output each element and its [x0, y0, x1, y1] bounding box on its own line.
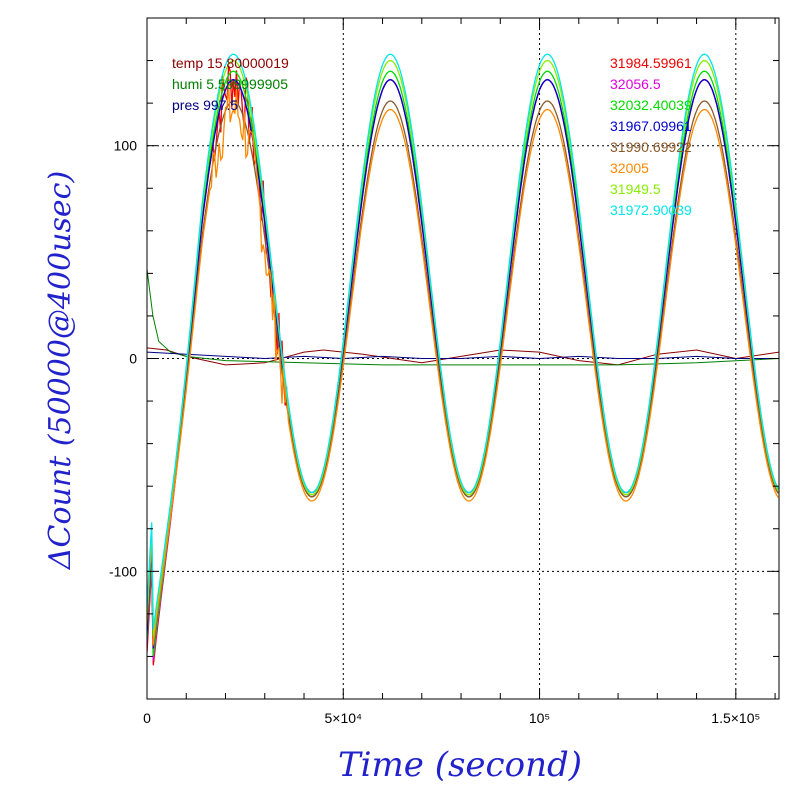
- legend-sensor-entry: 31949.5: [610, 181, 661, 197]
- y-tick-label: 0: [129, 351, 137, 367]
- env-series-line: [147, 351, 779, 360]
- legend-sensor-entry: 31984.59961: [610, 55, 692, 71]
- legend-env-entry: temp 15.80000019: [172, 55, 289, 71]
- legend-sensor-entry: 31990.69922: [610, 139, 692, 155]
- legend-sensor-entry: 31967.09961: [610, 118, 692, 134]
- y-tick-label: -100: [109, 563, 137, 579]
- series-line: [147, 53, 779, 630]
- axis-ticks: [146, 18, 779, 699]
- x-tick-label: 5×10⁴: [324, 710, 362, 726]
- env-series-line: [147, 269, 779, 366]
- x-tick-label: 0: [143, 710, 151, 726]
- y-axis-label: ΔCount (50000@400usec): [43, 171, 78, 570]
- legend-sensor-entry: 32005: [610, 160, 649, 176]
- legend-sensors: 31984.59961 32056.5 32032.40039 31967.09961…: [610, 55, 692, 218]
- legend-sensor-entry: 32056.5: [610, 76, 661, 92]
- legend-sensor-entry: 32032.40039: [610, 97, 692, 113]
- env-series-line: [147, 347, 779, 366]
- plot-area: [147, 53, 779, 666]
- tick-labels: 0 5×10⁴ 10⁵ 1.5×10⁵ -100 0 100: [109, 138, 760, 726]
- y-tick-label: 100: [114, 138, 138, 154]
- legend-env-entry: pres 997.5: [172, 97, 238, 113]
- legend-env: temp 15.80000019 humi 5.599999905 pres 997…: [172, 55, 289, 113]
- series-line: [147, 83, 779, 645]
- legend-sensor-entry: 31972.90039: [610, 202, 692, 218]
- series-line: [147, 100, 779, 647]
- x-tick-label: 10⁵: [529, 710, 550, 726]
- x-tick-label: 1.5×10⁵: [711, 710, 760, 726]
- legend-env-entry: humi 5.599999905: [172, 76, 288, 92]
- x-axis-label: Time (second): [338, 745, 582, 785]
